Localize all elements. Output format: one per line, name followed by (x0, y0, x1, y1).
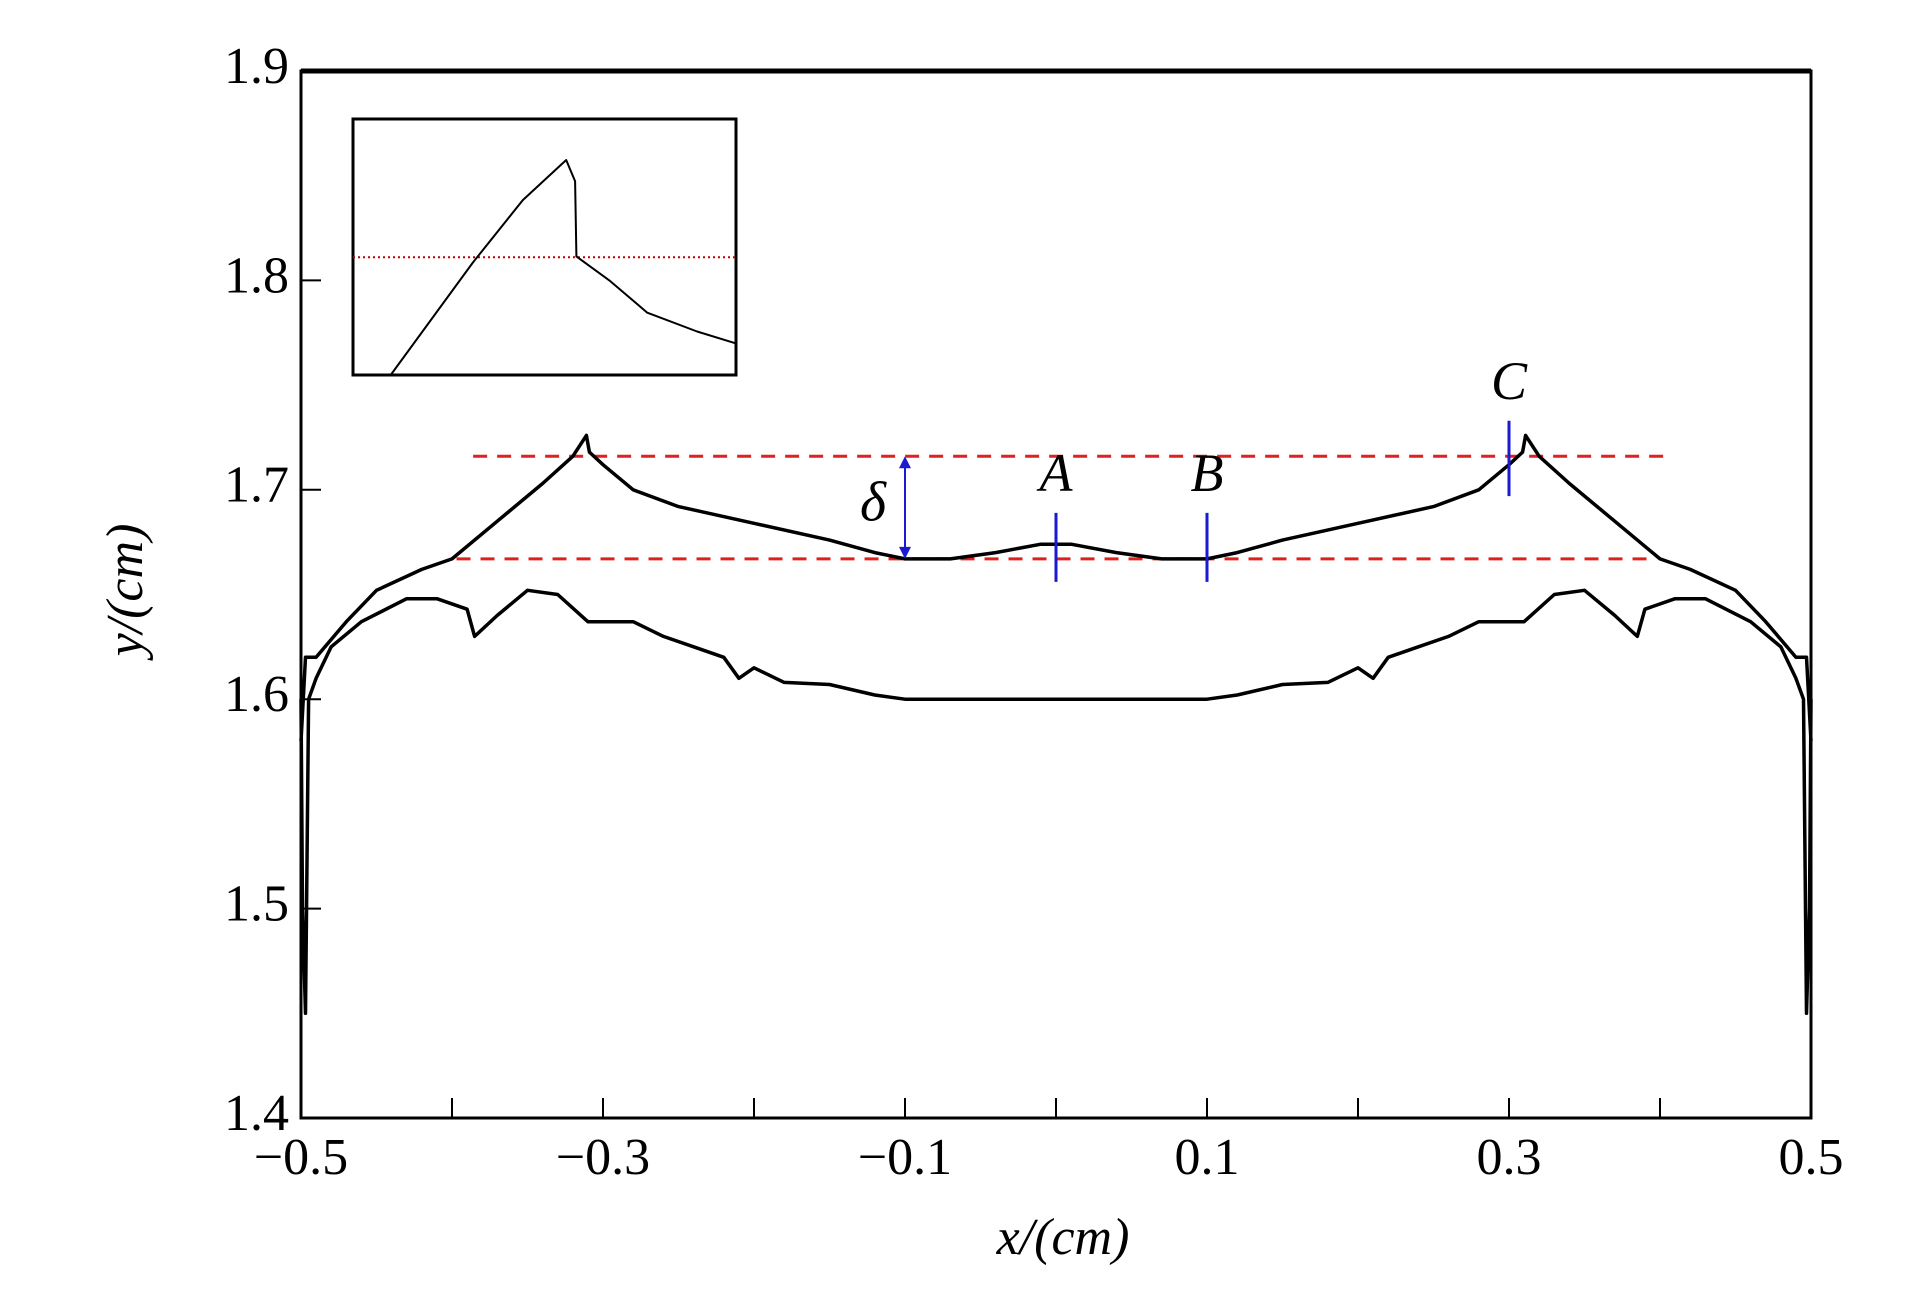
x-tick-label: −0.1 (858, 1129, 952, 1186)
y-tick-label: 1.5 (224, 876, 289, 933)
data-line (389, 159, 737, 376)
y-tick-label: 1.7 (224, 457, 289, 514)
y-tick-label: 1.9 (224, 38, 289, 95)
inset-frame (351, 117, 738, 377)
delta-label: δ (860, 471, 887, 533)
x-tick-label: 0.5 (1779, 1129, 1844, 1186)
y-tick-label: 1.8 (224, 247, 289, 304)
point-label: A (1037, 443, 1074, 503)
data-line (299, 588, 1813, 1016)
x-tick-label: 0.3 (1477, 1129, 1542, 1186)
arrow-head (899, 456, 911, 469)
y-tick-label: 1.6 (224, 666, 289, 723)
point-label: B (1191, 443, 1224, 503)
point-label: C (1491, 351, 1528, 411)
x-tick-label: −0.3 (556, 1129, 650, 1186)
arrow-head (899, 546, 911, 559)
x-axis-label: x/(cm) (996, 1209, 1130, 1266)
y-tick-label: 1.4 (224, 1085, 289, 1142)
x-tick-label: −0.5 (254, 1129, 348, 1186)
x-tick-label: 0.1 (1175, 1129, 1240, 1186)
y-axis-label: y/(cm) (97, 524, 154, 662)
